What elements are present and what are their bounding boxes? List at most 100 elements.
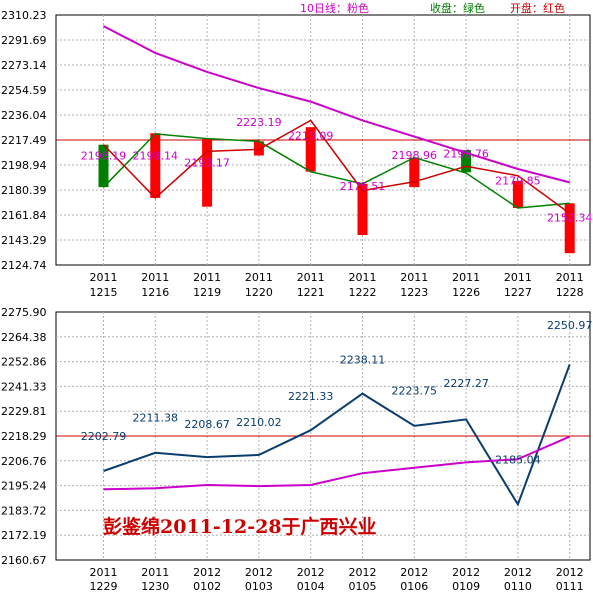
x-tick-year: 2011	[90, 271, 118, 284]
series-line-2	[103, 435, 571, 491]
x-tick-year: 2011	[452, 271, 480, 284]
data-label: 2208.67	[184, 418, 230, 431]
x-tick-year: 2011	[400, 271, 428, 284]
candle-body	[512, 181, 523, 209]
x-tick-date: 1220	[245, 286, 273, 299]
candle-body	[409, 157, 420, 188]
x-tick-date: 1226	[452, 286, 480, 299]
x-tick-date: 1219	[193, 286, 221, 299]
x-tick-year: 2011	[193, 271, 221, 284]
x-tick-date: 0109	[452, 580, 480, 593]
x-tick-year: 2012	[245, 566, 273, 579]
data-label: 2185.04	[495, 454, 541, 467]
candle-body	[253, 141, 264, 156]
data-label: 2198.19	[81, 150, 127, 163]
data-label: 2199.76	[443, 148, 489, 161]
data-label: 2198.14	[133, 150, 179, 163]
x-tick-year: 2011	[297, 271, 325, 284]
x-tick-year: 2011	[349, 271, 377, 284]
series-line-1	[103, 364, 571, 507]
x-tick-year: 2012	[193, 566, 221, 579]
x-tick-date: 1221	[297, 286, 325, 299]
x-tick-date: 0105	[349, 580, 377, 593]
x-tick-year: 2012	[349, 566, 377, 579]
data-label: 2223.19	[236, 116, 282, 129]
data-label: 2193.17	[184, 156, 230, 169]
x-tick-year: 2011	[504, 271, 532, 284]
ma10-line	[103, 25, 570, 184]
candle-body	[98, 144, 109, 188]
data-label: 2223.75	[392, 385, 438, 398]
y-tick-label: 2160.67	[1, 554, 47, 567]
candle-body	[461, 150, 472, 173]
x-tick-date: 1229	[90, 580, 118, 593]
legend-entry: 10日线：粉色	[300, 1, 369, 15]
x-tick-year: 2012	[452, 566, 480, 579]
y-tick-label: 2275.90	[1, 306, 47, 319]
panel-1: 2310.23 2291.69 2273.14 2254.59 2236.04 2217.…	[1, 1, 592, 299]
x-tick-year: 2011	[141, 271, 169, 284]
y-tick-label: 2218.29	[1, 430, 47, 443]
legend-entry: 收盘：绿色	[430, 1, 485, 15]
data-label: 2211.38	[133, 412, 179, 425]
x-tick-year: 2012	[556, 566, 584, 579]
data-label: 2152.34	[547, 212, 593, 225]
y-tick-label: 2217.49	[1, 134, 47, 147]
x-tick-date: 1227	[504, 286, 532, 299]
y-tick-label: 2254.59	[1, 84, 47, 97]
y-tick-label: 2264.38	[1, 331, 47, 344]
y-tick-label: 2291.69	[1, 34, 47, 47]
x-tick-date: 0106	[400, 580, 428, 593]
data-label: 2227.27	[443, 377, 489, 390]
close-line	[102, 133, 570, 209]
y-tick-label: 2206.76	[1, 455, 47, 468]
x-tick-date: 1222	[349, 286, 377, 299]
x-tick-year: 2012	[400, 566, 428, 579]
candle-body	[305, 127, 316, 172]
x-tick-date: 1230	[141, 580, 169, 593]
y-tick-label: 2229.81	[1, 405, 47, 418]
data-label: 2221.33	[288, 390, 334, 403]
data-label: 2198.96	[392, 149, 438, 162]
x-tick-date: 1216	[141, 286, 169, 299]
x-tick-year: 2012	[297, 566, 325, 579]
y-tick-label: 2180.39	[1, 184, 47, 197]
candle-body	[202, 138, 213, 207]
data-label: 2179.85	[495, 174, 541, 187]
annotation-text: 彭鉴绵2011-12-28于广西兴业	[103, 515, 377, 538]
y-tick-label: 2143.29	[1, 234, 47, 247]
x-tick-year: 2012	[504, 566, 532, 579]
y-tick-label: 2273.14	[1, 59, 47, 72]
x-tick-year: 2011	[245, 271, 273, 284]
y-tick-label: 2236.04	[1, 109, 47, 122]
open-line	[102, 119, 571, 215]
x-tick-year: 2011	[141, 566, 169, 579]
x-tick-date: 1228	[556, 286, 584, 299]
data-label: 2238.11	[340, 353, 386, 366]
candle-body	[564, 203, 575, 254]
y-tick-label: 2252.86	[1, 356, 47, 369]
x-tick-date: 0104	[297, 580, 325, 593]
y-tick-label: 2195.24	[1, 480, 47, 493]
x-tick-date: 0102	[193, 580, 221, 593]
legend-entry: 开盘：红色	[510, 1, 565, 15]
data-label: 2210.02	[236, 416, 282, 429]
y-tick-label: 2310.23	[1, 9, 47, 22]
y-tick-label: 2198.94	[1, 159, 47, 172]
data-label: 2213.09	[288, 129, 334, 142]
x-tick-date: 0110	[504, 580, 532, 593]
x-tick-date: 0103	[245, 580, 273, 593]
data-label: 2175.51	[340, 180, 386, 193]
data-label: 2250.97	[547, 319, 593, 332]
x-tick-date: 1223	[400, 286, 428, 299]
x-tick-date: 0111	[556, 580, 584, 593]
data-label: 2202.79	[81, 430, 127, 443]
x-tick-date: 1215	[90, 286, 118, 299]
candle-body	[357, 183, 368, 235]
candle-body	[150, 133, 161, 198]
y-tick-label: 2241.33	[1, 380, 47, 393]
panel-2: 2275.90 2264.38 2252.86 2241.33 2229.81 2218.…	[1, 306, 592, 593]
y-tick-label: 2124.74	[1, 259, 47, 272]
